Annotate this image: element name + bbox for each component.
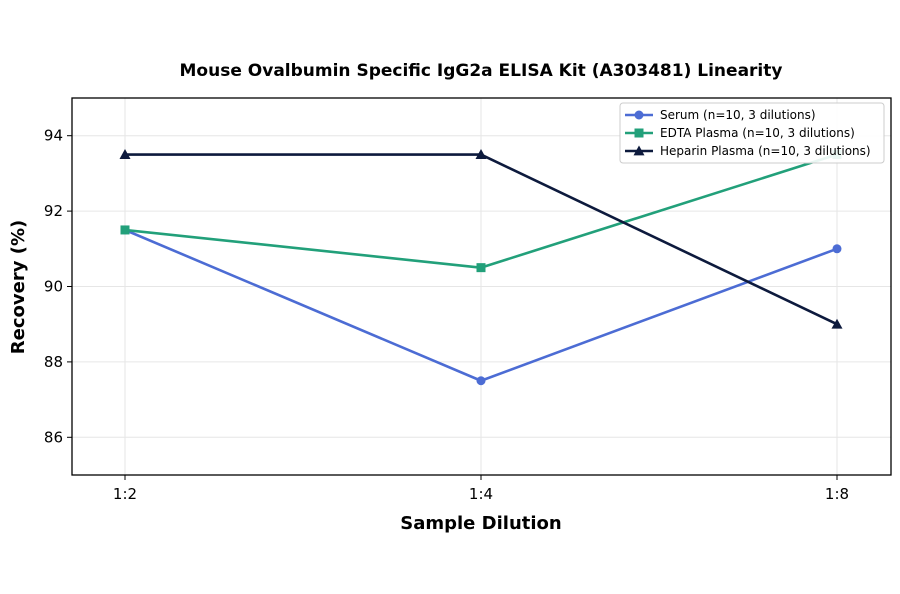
legend-marker: [634, 128, 644, 138]
data-point: [476, 376, 486, 386]
legend-box: [619, 102, 885, 164]
y-tick-label: 86: [44, 428, 63, 446]
grid: [72, 98, 891, 475]
data-point: [120, 225, 130, 235]
plot-frame: [71, 97, 892, 476]
legend: Serum (n=10, 3 dilutions) EDTA Plasma (n=…: [619, 102, 885, 164]
data-point: [475, 149, 487, 159]
y-tick-label: 94: [44, 127, 63, 145]
legend-entry: Serum (n=10, 3 dilutions): [625, 108, 816, 122]
data-point: [476, 263, 486, 273]
x-tick-label: 1:8: [825, 485, 849, 503]
data-point: [831, 318, 843, 329]
data-point: [832, 244, 842, 254]
legend-label: Serum (n=10, 3 dilutions): [660, 108, 816, 122]
x-tick-label: 1:2: [113, 485, 137, 503]
y-tick-label: 88: [44, 353, 63, 371]
data-point: [119, 149, 131, 159]
x-axis-label: Sample Dilution: [400, 513, 561, 534]
chart-title: Mouse Ovalbumin Specific IgG2a ELISA Kit…: [180, 61, 783, 81]
legend-marker: [634, 110, 644, 120]
series-lines: [119, 149, 843, 386]
legend-entry: EDTA Plasma (n=10, 3 dilutions): [625, 126, 855, 140]
legend-label: Heparin Plasma (n=10, 3 dilutions): [660, 144, 871, 158]
x-tick-label: 1:4: [469, 485, 493, 503]
series-3: [119, 149, 843, 329]
axis-ticks: 86 88 90 92 94 1:2 1:4 1:8: [44, 127, 849, 503]
legend-label: EDTA Plasma (n=10, 3 dilutions): [660, 126, 855, 140]
y-tick-label: 90: [44, 278, 63, 296]
legend-marker: [633, 145, 645, 156]
y-tick-label: 92: [44, 202, 63, 220]
legend-entry: Heparin Plasma (n=10, 3 dilutions): [625, 144, 871, 158]
y-axis-label: Recovery (%): [8, 220, 29, 354]
